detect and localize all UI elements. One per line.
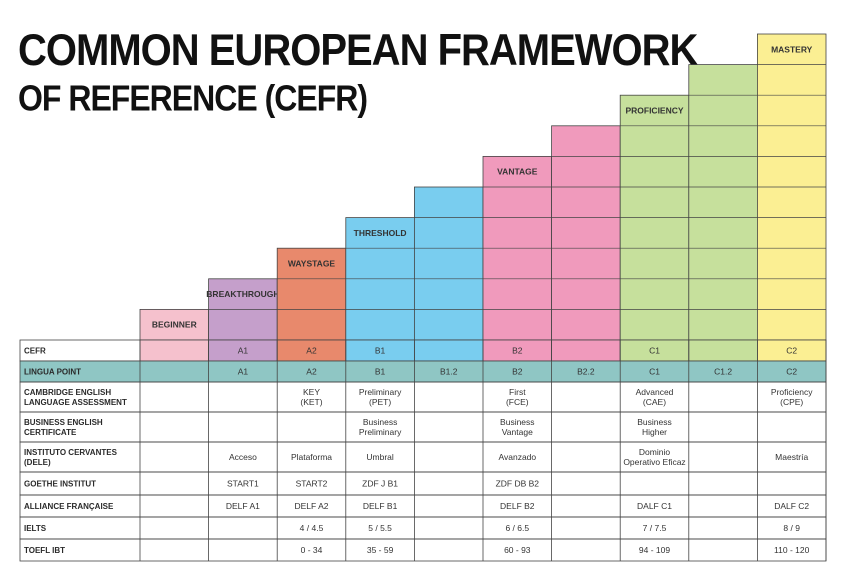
band-label-proficiency: PROFICIENCY xyxy=(625,106,683,116)
table-cell: B1 xyxy=(375,346,386,356)
table-cell: Plataforma xyxy=(291,452,332,462)
table-cell: Business xyxy=(363,417,398,427)
table-row xyxy=(19,471,827,496)
table-cell: 35 - 59 xyxy=(367,545,394,555)
table-row xyxy=(19,411,827,443)
table-cell: DELF A2 xyxy=(294,501,328,511)
table-cell: B1.2 xyxy=(440,367,458,377)
table-cell: Business xyxy=(637,417,672,427)
table-cell: 0 - 34 xyxy=(301,545,323,555)
table-cell: C1 xyxy=(649,346,660,356)
table-cell: START1 xyxy=(227,479,259,489)
table-row xyxy=(19,441,827,473)
band-column-9 xyxy=(688,64,758,341)
table-cell: (CPE) xyxy=(780,397,803,407)
table-row xyxy=(19,360,827,383)
table-cell: 110 - 120 xyxy=(774,545,810,555)
table-cell: DALF C1 xyxy=(637,501,672,511)
table-cell: C1 xyxy=(649,367,660,377)
table-cell: A2 xyxy=(306,367,317,377)
table-row xyxy=(19,381,827,413)
band-label-vantage: VANTAGE xyxy=(497,167,538,177)
table-row xyxy=(19,538,827,562)
table-cell: (KET) xyxy=(300,397,322,407)
table-cell: (CAE) xyxy=(643,397,666,407)
table-cell: 6 / 6.5 xyxy=(505,523,529,533)
table-cell: Proficiency xyxy=(771,387,813,397)
band-label-waystage: WAYSTAGE xyxy=(288,259,336,269)
table-cell: DELF B2 xyxy=(500,501,535,511)
table-cell: Acceso xyxy=(229,452,257,462)
table-cell: DELF B1 xyxy=(363,501,398,511)
table-cell: Maestría xyxy=(775,452,808,462)
cefr-cell-bg xyxy=(551,339,621,362)
table-cell: B1 xyxy=(375,367,386,377)
page-title-line1: COMMON EUROPEAN FRAMEWORK xyxy=(18,26,698,76)
row-label: CAMBRIDGE ENGLISH xyxy=(24,388,111,397)
table-cell: B2.2 xyxy=(577,367,595,377)
row-label: (DELE) xyxy=(24,458,51,467)
table-cell: Advanced xyxy=(636,387,674,397)
table-cell: Operativo Eficaz xyxy=(623,457,685,467)
row-label: LINGUA POINT xyxy=(24,368,81,377)
table-cell: DELF A1 xyxy=(226,501,260,511)
table-cell: First xyxy=(509,387,526,397)
row-label: TOEFL IBT xyxy=(24,546,65,555)
table-cell: KEY xyxy=(303,387,320,397)
table-cell: 7 / 7.5 xyxy=(643,523,667,533)
table-cell: (FCE) xyxy=(506,397,529,407)
band-column-7 xyxy=(551,125,621,341)
table-row xyxy=(19,516,827,540)
table-cell: ZDF J B1 xyxy=(362,479,398,489)
table-cell: 94 - 109 xyxy=(639,545,670,555)
cefr-cell-bg xyxy=(688,339,758,362)
row-label: INSTITUTO CERVANTES xyxy=(24,448,118,457)
table-cell: 60 - 93 xyxy=(504,545,531,555)
band-label-beginner: BEGINNER xyxy=(152,320,197,330)
table-cell: B2 xyxy=(512,346,523,356)
table-cell: DALF C2 xyxy=(774,501,809,511)
table-cell: Preliminary xyxy=(359,427,402,437)
table-cell: 8 / 9 xyxy=(783,523,800,533)
table-cell: C2 xyxy=(786,346,797,356)
table-cell: (PET) xyxy=(369,397,391,407)
table-cell: A2 xyxy=(306,346,317,356)
table-row xyxy=(19,494,827,518)
table-cell: 4 / 4.5 xyxy=(300,523,324,533)
row-label: ALLIANCE FRANÇAISE xyxy=(24,502,114,511)
band-label-breakthrough: BREAKTHROUGH xyxy=(206,289,279,299)
table-cell: C1.2 xyxy=(714,367,732,377)
table-cell: START2 xyxy=(296,479,328,489)
table-cell: 5 / 5.5 xyxy=(368,523,392,533)
cefr-cell-bg xyxy=(413,339,484,362)
row-label: BUSINESS ENGLISH xyxy=(24,418,103,427)
table-cell: B2 xyxy=(512,367,523,377)
table-cell: C2 xyxy=(786,367,797,377)
row-label: CERTIFICATE xyxy=(24,428,77,437)
row-label: GOETHE INSTITUT xyxy=(24,480,96,489)
table-cell: Avanzado xyxy=(498,452,536,462)
row-label: CEFR xyxy=(24,347,46,356)
table-cell: Dominio xyxy=(639,447,670,457)
table-cell: A1 xyxy=(238,346,249,356)
table-cell: Preliminary xyxy=(359,387,402,397)
cefr-cell-bg xyxy=(139,339,209,362)
table-cell: Umbral xyxy=(366,452,394,462)
band-column-5 xyxy=(413,186,484,341)
band-label-mastery: MASTERY xyxy=(771,44,813,54)
table-cell: Vantage xyxy=(502,427,533,437)
table-cell: ZDF DB B2 xyxy=(496,479,540,489)
table-cell: A1 xyxy=(238,367,249,377)
page-title-line2: OF REFERENCE (CEFR) xyxy=(18,78,368,119)
band-label-threshold: THRESHOLD xyxy=(354,228,407,238)
band-column-3 xyxy=(276,247,347,341)
table-cell: Higher xyxy=(642,427,667,437)
row-label: IELTS xyxy=(24,524,47,533)
row-label: LANGUAGE ASSESSMENT xyxy=(24,398,127,407)
table-cell: Business xyxy=(500,417,535,427)
